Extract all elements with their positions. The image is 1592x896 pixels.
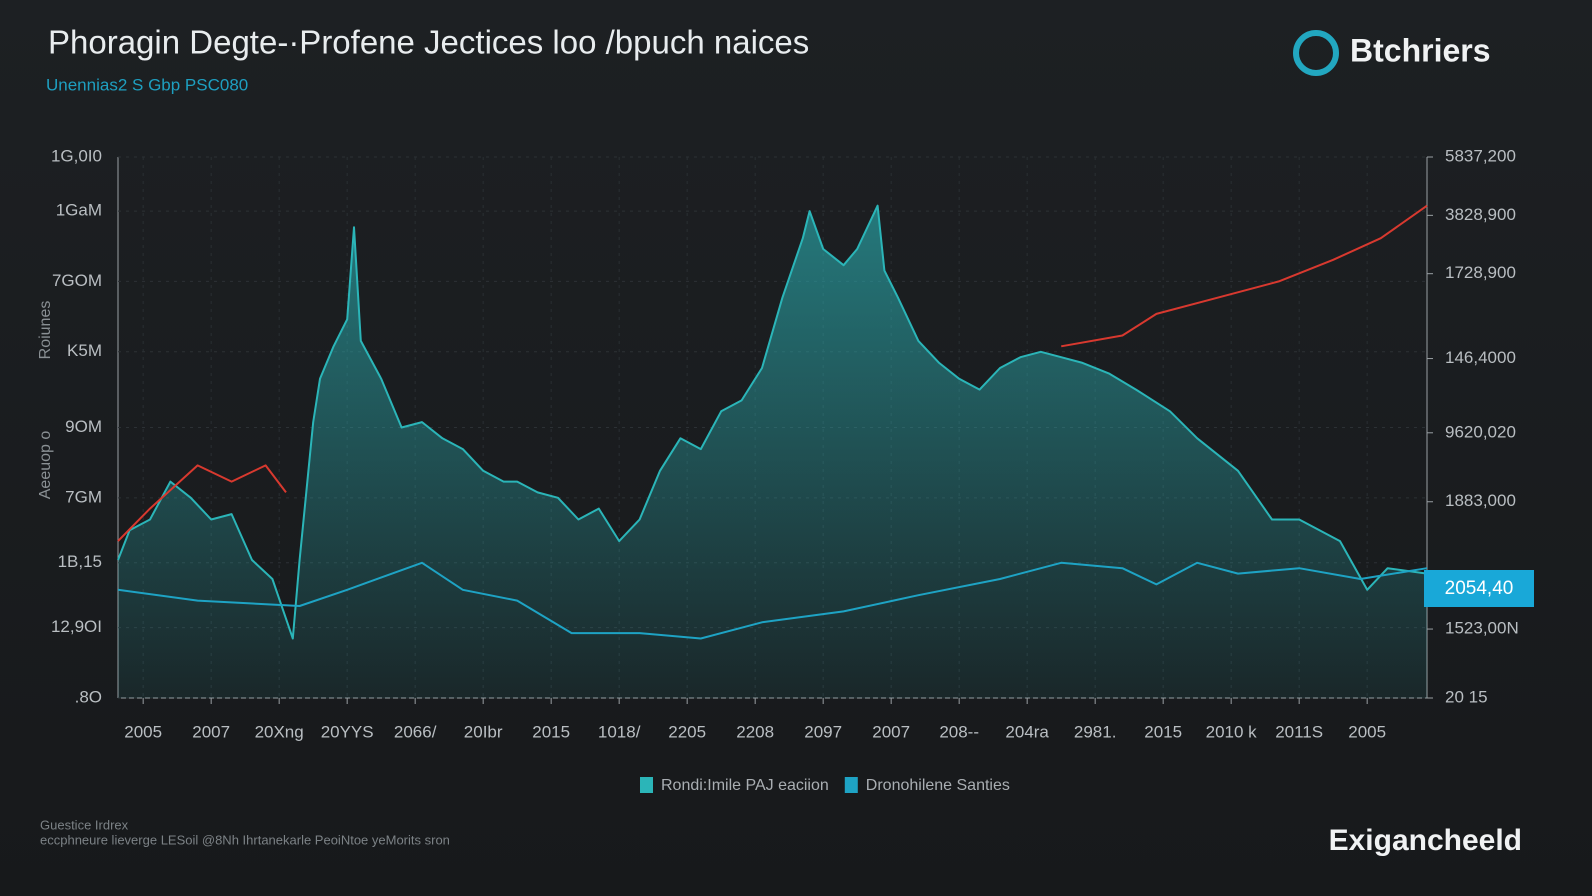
x-tick-label: 2097 [804, 722, 842, 741]
x-tick-label: 2981. [1074, 722, 1117, 741]
y-tick-label: 12,9OI [51, 617, 102, 636]
source: eccphneure lieverge LESoil @8Nh Ihrtanek… [40, 832, 450, 847]
x-tick-label: 2007 [872, 722, 910, 741]
y2-tick-label: 146,4000 [1445, 348, 1516, 367]
line [117, 204, 1428, 640]
x-tick-label: 2015 [532, 722, 570, 741]
y-tick-label: 9OM [65, 417, 102, 436]
plot-area: .8O 12,9OI 1B,15 7GM 9OM K5M 7GOM 1GaM 1G,0I0 20 … [51, 146, 1519, 741]
x-tick-label: 2208 [736, 722, 774, 741]
x-tick-label: 20Xng [255, 722, 304, 741]
y-tick-label: 7GOM [52, 271, 102, 290]
annotation-box [1424, 570, 1534, 607]
footer-brand: Exigancheeld [1329, 824, 1522, 857]
legend: Rondi:Imile PAJ eaciion Dronohilene Santi… [640, 777, 1010, 794]
annotation: 2054,40 [1445, 578, 1514, 599]
y-tick-label: 7GM [65, 487, 102, 506]
x-tick-label: 2005 [124, 722, 162, 741]
x-tick-label: 20YYS [321, 722, 374, 741]
logo: Btchriers [1293, 30, 1491, 76]
y2-tick-label: 9620,020 [1445, 422, 1516, 441]
y2-tick-label: 1728,900 [1445, 263, 1516, 282]
chart-title: Phoragin Degte-·Profene Jectices loo /bp… [48, 24, 809, 61]
x-tick-label: 2015 [1144, 722, 1182, 741]
y-tick-label: 1G,0I0 [51, 146, 102, 165]
y2-tick-label: 1883,000 [1445, 491, 1516, 510]
x-tick-label: 208-- [939, 722, 979, 741]
legend-label: Rondi:Imile PAJ eaciion [661, 777, 829, 794]
y-tick-label: 1GaM [56, 201, 102, 220]
x-tick-label: 2066/ [394, 722, 437, 741]
chart-subtitle: Unennias2 S Gbp PSC080 [46, 75, 248, 94]
x-tick-label: 1018/ [598, 722, 641, 741]
logo-icon [1293, 30, 1339, 76]
y-axis-label: Roiunes [37, 301, 54, 360]
area [118, 205, 1427, 698]
logo-text: Btchriers [1350, 32, 1491, 68]
x-tick-label: 204ra [1005, 722, 1049, 741]
x-tick-label: 2205 [668, 722, 706, 741]
line [1061, 204, 1428, 348]
legend-label: Dronohilene Santies [866, 777, 1010, 794]
x-tick-label: 2010 k [1206, 722, 1258, 741]
y2-tick-label: 3828,900 [1445, 205, 1516, 224]
y-tick-label: K5M [67, 341, 102, 360]
legend-swatch [640, 777, 653, 793]
y-axis-label: Aeeuop o [37, 431, 54, 500]
y2-tick-label: 20 15 [1445, 687, 1488, 706]
x-tick-label: 2005 [1348, 722, 1386, 741]
y2-tick-label: 5837,200 [1445, 146, 1516, 165]
x-tick-label: 2011S [1275, 722, 1323, 741]
line [117, 561, 1428, 640]
y2-tick-label: 1523,00N [1445, 619, 1519, 638]
x-tick-label: 2007 [192, 722, 230, 741]
y-tick-label: 1B,15 [58, 552, 102, 571]
x-tick-label: 20Ibr [464, 722, 503, 741]
y-tick-label: .8O [75, 687, 102, 706]
legend-swatch [844, 777, 858, 793]
line [117, 464, 287, 542]
source-title: Guestice Irdrex [40, 817, 129, 832]
